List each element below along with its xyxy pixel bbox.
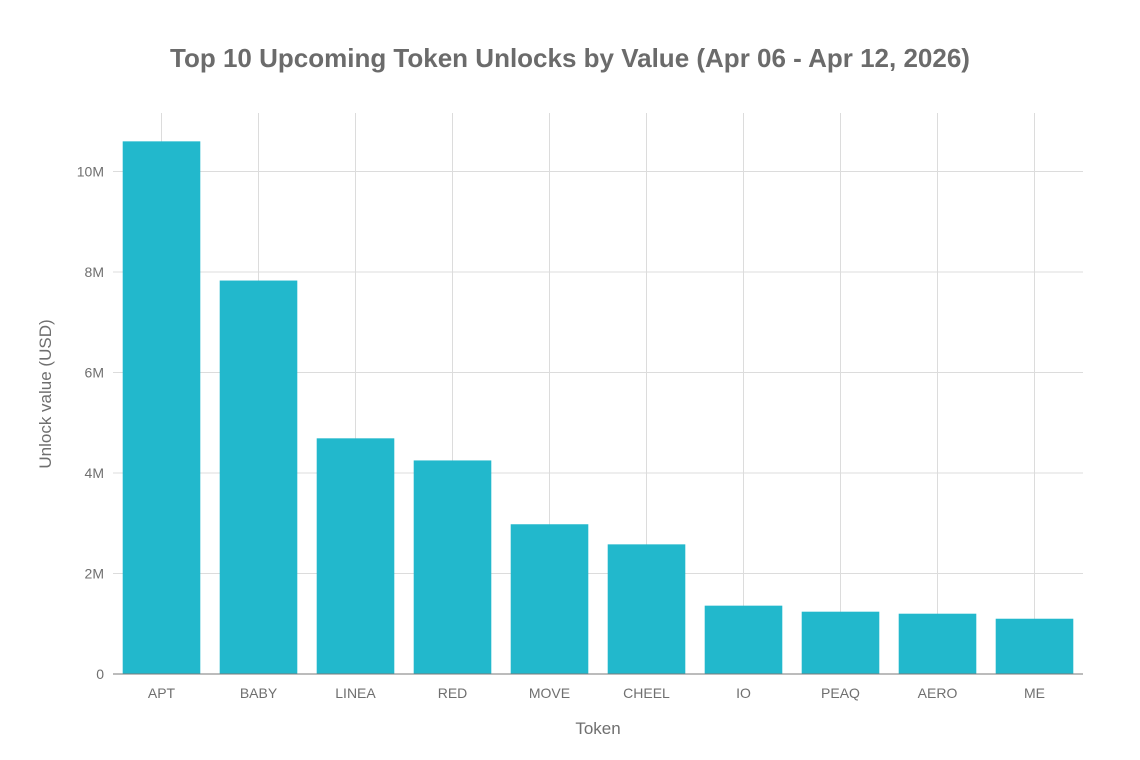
x-tick-label: ME (1024, 685, 1045, 701)
bar-io (704, 605, 783, 674)
x-tick-label: APT (148, 685, 176, 701)
y-tick-label: 4M (85, 465, 104, 481)
bar-cheel (607, 544, 686, 674)
x-tick-label: CHEEL (623, 685, 670, 701)
x-tick-label: MOVE (529, 685, 570, 701)
bar-me (995, 618, 1074, 674)
bar-linea (316, 438, 395, 674)
x-tick-label: RED (438, 685, 468, 701)
y-axis-label: Unlock value (USD) (36, 319, 55, 468)
y-tick-label: 0 (96, 666, 104, 682)
y-tick-label: 8M (85, 264, 104, 280)
x-tick-label: AERO (918, 685, 958, 701)
x-tick-label: PEAQ (821, 685, 860, 701)
y-tick-label: 2M (85, 566, 104, 582)
bar-apt (122, 141, 201, 675)
x-tick-labels: APT BABY LINEA RED MOVE CHEEL IO PEAQ AERO ME (148, 685, 1045, 701)
bar-move (510, 524, 589, 674)
x-gridlines (161, 113, 1035, 674)
y-tick-label: 6M (85, 365, 104, 381)
y-tick-label: 10M (77, 164, 104, 180)
chart-title: Top 10 Upcoming Token Unlocks by Value (… (170, 43, 970, 73)
x-axis-label: Token (575, 719, 620, 738)
x-tick-label: IO (736, 685, 751, 701)
bars (122, 141, 1074, 675)
x-tick-label: BABY (240, 685, 278, 701)
y-tick-labels: 0 2M 4M 6M 8M 10M (77, 164, 104, 683)
bar-baby (219, 280, 298, 674)
x-tick-label: LINEA (335, 685, 376, 701)
bar-peaq (801, 611, 880, 674)
bar-red (413, 460, 492, 674)
bar-aero (898, 613, 977, 674)
